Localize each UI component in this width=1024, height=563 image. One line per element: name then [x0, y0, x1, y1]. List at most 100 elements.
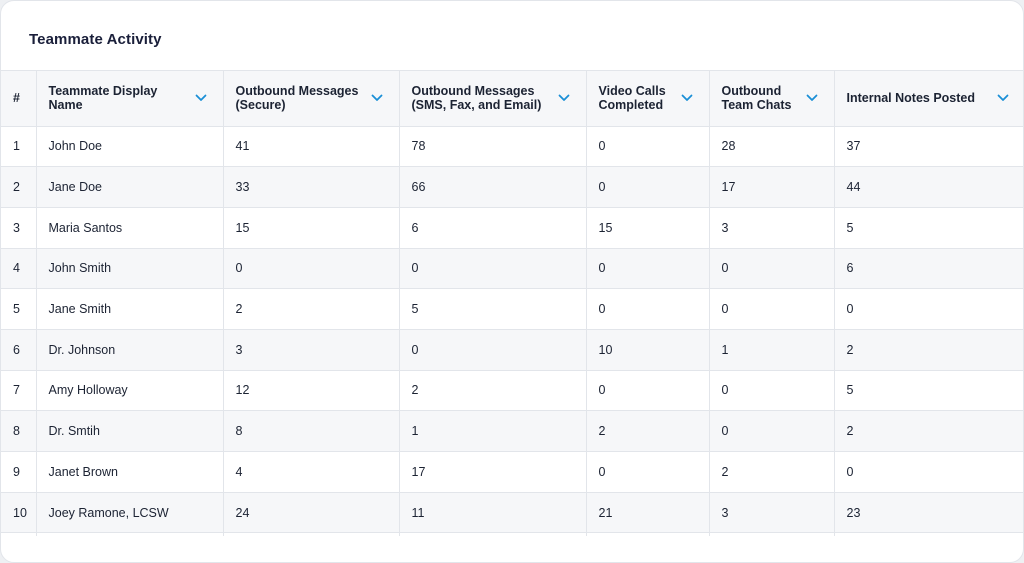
cell-internal-notes-posted: 23 — [834, 492, 1023, 534]
chevron-down-icon[interactable] — [681, 93, 693, 103]
cell-outbound-messages-secure: 41 — [223, 126, 400, 168]
cell-outbound-messages-sms-fax-and-email: 78 — [399, 126, 587, 168]
empty-cell — [586, 532, 710, 536]
cell-teammate-display-name: Dr. Smtih — [36, 410, 224, 452]
cell-teammate-display-name: John Doe — [36, 126, 224, 168]
table-body: 1 John Doe 41 78 0 28 37 2 Jane Doe 33 66 0 17 44 3 Mar… — [1, 126, 1023, 536]
column-header-teammate-display-name[interactable]: Teammate Display Name — [36, 71, 224, 127]
chevron-down-icon[interactable] — [371, 93, 383, 103]
column-header-label: Teammate Display Name — [48, 84, 158, 113]
cell-outbound-team-chats: 3 — [709, 207, 835, 249]
cell-teammate-display-name: Jane Smith — [36, 288, 224, 330]
column-header-video-calls-completed[interactable]: Video Calls Completed — [586, 71, 710, 127]
cell-internal-notes-posted: 2 — [834, 329, 1023, 371]
cell-outbound-team-chats: 2 — [709, 451, 835, 493]
activity-table: # Teammate Display Name Outbound Messages … — [1, 71, 1023, 536]
cell-outbound-team-chats: 0 — [709, 410, 835, 452]
cell-internal-notes-posted: 6 — [834, 248, 1023, 290]
column-header-label: Video Calls Completed — [598, 84, 666, 113]
cell-video-calls-completed: 0 — [586, 126, 710, 168]
row-index-cell: 8 — [1, 410, 37, 452]
cell-outbound-team-chats: 0 — [709, 370, 835, 412]
chevron-down-icon[interactable] — [806, 93, 818, 103]
chevron-down-icon[interactable] — [558, 93, 570, 103]
empty-cell — [834, 532, 1023, 536]
cell-outbound-messages-secure: 33 — [223, 166, 400, 208]
cell-outbound-team-chats: 0 — [709, 288, 835, 330]
row-index-cell: 7 — [1, 370, 37, 412]
table-row: 4 John Smith 0 0 0 0 6 — [1, 248, 1023, 290]
cell-video-calls-completed: 0 — [586, 166, 710, 208]
cell-internal-notes-posted: 5 — [834, 207, 1023, 249]
row-index-cell: 4 — [1, 248, 37, 290]
cell-outbound-messages-sms-fax-and-email: 2 — [399, 370, 587, 412]
column-header-index: # — [1, 71, 37, 127]
table-row: 9 Janet Brown 4 17 0 2 0 — [1, 451, 1023, 493]
cell-outbound-messages-sms-fax-and-email: 17 — [399, 451, 587, 493]
column-header-label: Outbound Messages (SMS, Fax, and Email) — [411, 84, 542, 113]
cell-video-calls-completed: 21 — [586, 492, 710, 534]
column-header-label: # — [13, 91, 20, 106]
cell-video-calls-completed: 0 — [586, 370, 710, 412]
column-header-internal-notes-posted[interactable]: Internal Notes Posted — [834, 71, 1023, 127]
cell-outbound-messages-secure: 2 — [223, 288, 400, 330]
cell-outbound-team-chats: 1 — [709, 329, 835, 371]
column-header-outbound-messages-secure[interactable]: Outbound Messages (Secure) — [223, 71, 400, 127]
table-row: 1 John Doe 41 78 0 28 37 — [1, 126, 1023, 168]
activity-table-scroll[interactable]: # Teammate Display Name Outbound Messages … — [1, 70, 1023, 536]
cell-video-calls-completed: 0 — [586, 248, 710, 290]
cell-internal-notes-posted: 0 — [834, 288, 1023, 330]
cell-outbound-messages-sms-fax-and-email: 0 — [399, 248, 587, 290]
cell-outbound-messages-secure: 24 — [223, 492, 400, 534]
table-row: 7 Amy Holloway 12 2 0 0 5 — [1, 370, 1023, 412]
row-index-cell: 6 — [1, 329, 37, 371]
empty-cell — [399, 532, 587, 536]
cell-outbound-messages-secure: 8 — [223, 410, 400, 452]
cell-video-calls-completed: 0 — [586, 451, 710, 493]
cell-outbound-messages-secure: 4 — [223, 451, 400, 493]
cell-internal-notes-posted: 2 — [834, 410, 1023, 452]
table-row: 6 Dr. Johnson 3 0 10 1 2 — [1, 329, 1023, 371]
row-index-cell: 3 — [1, 207, 37, 249]
table-row: 8 Dr. Smtih 8 1 2 0 2 — [1, 410, 1023, 452]
chevron-down-icon[interactable] — [997, 93, 1009, 103]
cell-teammate-display-name: Jane Doe — [36, 166, 224, 208]
table-row: 10 Joey Ramone, LCSW 24 11 21 3 23 — [1, 492, 1023, 534]
cell-outbound-messages-secure: 12 — [223, 370, 400, 412]
table-row: 2 Jane Doe 33 66 0 17 44 — [1, 166, 1023, 208]
row-index-cell: 9 — [1, 451, 37, 493]
cell-internal-notes-posted: 0 — [834, 451, 1023, 493]
column-header-outbound-messages-sms-fax-and-email[interactable]: Outbound Messages (SMS, Fax, and Email) — [399, 71, 587, 127]
empty-cell — [36, 532, 224, 536]
cell-outbound-messages-sms-fax-and-email: 11 — [399, 492, 587, 534]
table-row: 3 Maria Santos 15 6 15 3 5 — [1, 207, 1023, 249]
cell-outbound-messages-sms-fax-and-email: 6 — [399, 207, 587, 249]
cell-internal-notes-posted: 37 — [834, 126, 1023, 168]
column-header-outbound-team-chats[interactable]: Outbound Team Chats — [709, 71, 835, 127]
cell-outbound-team-chats: 3 — [709, 492, 835, 534]
column-header-label: Outbound Messages (Secure) — [235, 84, 359, 113]
cell-outbound-team-chats: 17 — [709, 166, 835, 208]
cell-outbound-messages-sms-fax-and-email: 1 — [399, 410, 587, 452]
cell-video-calls-completed: 10 — [586, 329, 710, 371]
column-header-label: Internal Notes Posted — [846, 91, 976, 106]
header-row: # Teammate Display Name Outbound Messages … — [1, 71, 1023, 127]
cell-teammate-display-name: Amy Holloway — [36, 370, 224, 412]
cell-outbound-team-chats: 0 — [709, 248, 835, 290]
column-header-label: Outbound Team Chats — [721, 84, 792, 113]
cell-outbound-messages-sms-fax-and-email: 5 — [399, 288, 587, 330]
row-index-cell: 10 — [1, 492, 37, 534]
table-row: 5 Jane Smith 2 5 0 0 0 — [1, 288, 1023, 330]
cell-outbound-team-chats: 28 — [709, 126, 835, 168]
cell-teammate-display-name: Maria Santos — [36, 207, 224, 249]
cell-video-calls-completed: 0 — [586, 288, 710, 330]
row-index-cell: 1 — [1, 126, 37, 168]
empty-cell — [1, 532, 37, 536]
cell-outbound-messages-sms-fax-and-email: 0 — [399, 329, 587, 371]
chevron-down-icon[interactable] — [195, 93, 207, 103]
table-header: # Teammate Display Name Outbound Messages … — [1, 71, 1023, 127]
table-row-partial — [1, 532, 1023, 536]
cell-internal-notes-posted: 5 — [834, 370, 1023, 412]
row-index-cell: 5 — [1, 288, 37, 330]
